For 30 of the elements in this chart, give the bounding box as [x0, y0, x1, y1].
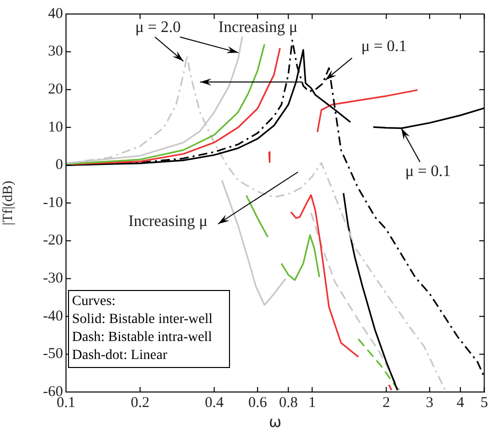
x-tick-label: 0.6 [248, 394, 268, 411]
x-tick-label: 0.4 [204, 394, 224, 411]
x-axis-title: ω [268, 412, 282, 431]
annotation: Dash: Bistable intra-well [72, 329, 213, 347]
x-tick-label: 0.8 [278, 394, 298, 411]
x-tick-label: 2 [382, 394, 390, 411]
x-tick-label: 0.2 [130, 394, 150, 411]
y-tick-label: 40 [48, 6, 63, 22]
y-tick-label: -50 [43, 346, 63, 362]
annotation: Increasing μ [218, 19, 298, 36]
annotation: μ = 0.1 [361, 38, 407, 56]
y-tick-label: 10 [48, 119, 63, 136]
x-tick-label: 3 [426, 394, 434, 411]
y-tick-label: -40 [43, 308, 63, 324]
y-tick-label: -20 [43, 232, 63, 249]
annotation: Dash-dot: Linear [72, 347, 168, 365]
y-axis-title: |Tf|(dB) [1, 180, 16, 226]
x-tick-label: 1 [308, 394, 316, 411]
annotation: Increasing μ [128, 213, 208, 230]
y-tick-label: 20 [48, 82, 63, 98]
annotation: μ = 2.0 [135, 19, 181, 36]
y-tick-label: 30 [48, 44, 63, 60]
y-tick-label: 0 [56, 157, 63, 174]
y-tick-label: -30 [43, 270, 63, 287]
x-tick-label: 4 [456, 394, 465, 411]
annotation: Curves: [72, 293, 117, 311]
y-tick-label: -10 [43, 194, 63, 211]
x-tick-label: 5 [480, 394, 488, 411]
annotation: Solid: Bistable inter-well [72, 311, 214, 329]
annotation: μ = 0.1 [405, 163, 451, 180]
